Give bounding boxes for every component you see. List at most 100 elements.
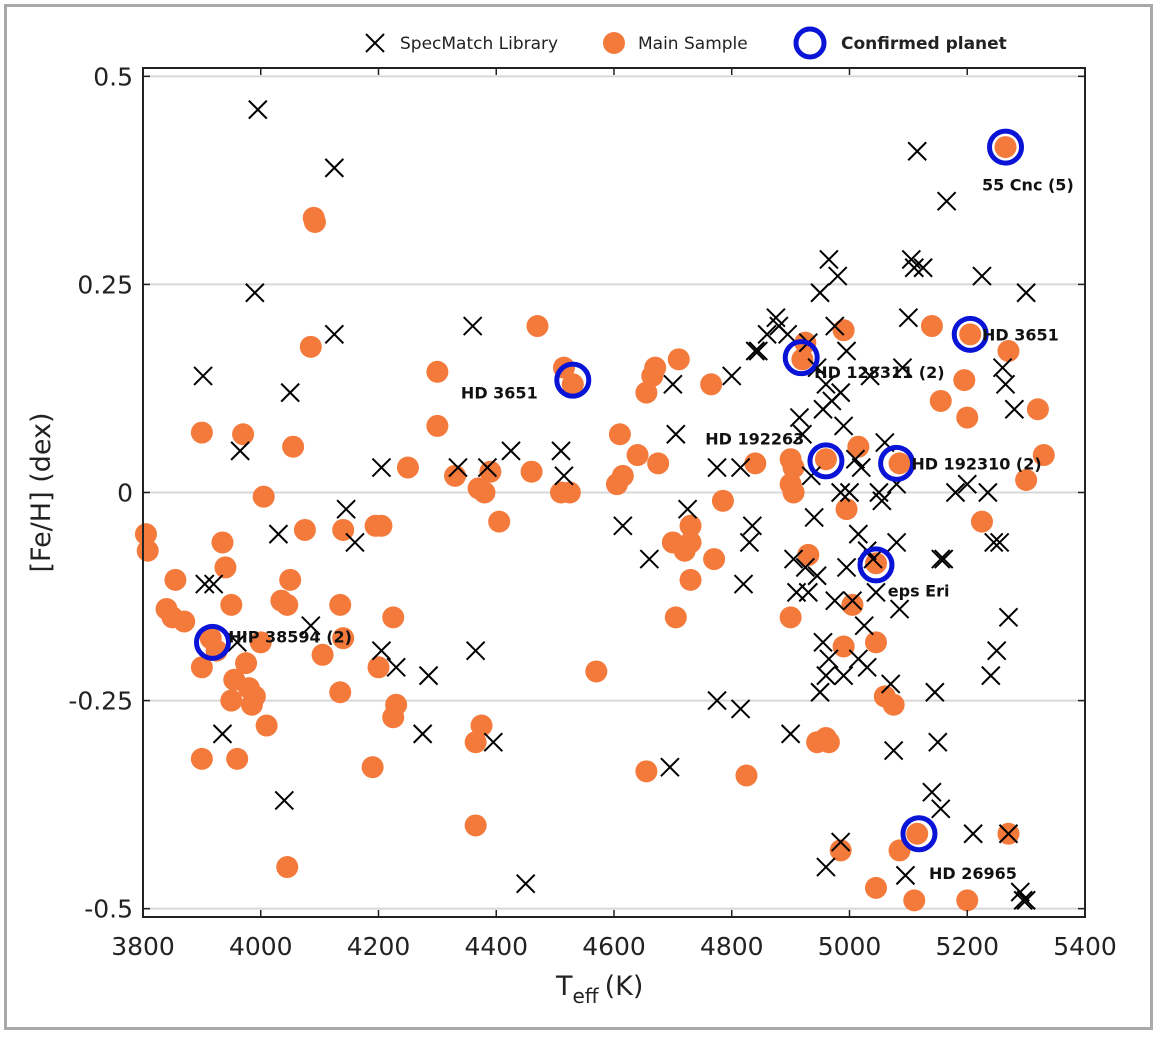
library-point bbox=[371, 457, 392, 478]
main-sample-point bbox=[817, 731, 840, 754]
x-tick-label: 3800 bbox=[111, 932, 175, 961]
main-sample-point bbox=[303, 210, 326, 233]
legend-main-marker bbox=[603, 32, 625, 54]
library-point bbox=[515, 873, 536, 894]
x-tick-label: 5200 bbox=[935, 932, 999, 961]
main-sample-point bbox=[240, 693, 263, 716]
library-point bbox=[851, 457, 871, 478]
library-point bbox=[448, 457, 468, 478]
library-point bbox=[992, 357, 1013, 378]
legend: SpecMatch Library Main Sample Confirmed pl… bbox=[365, 26, 1007, 60]
confirmed-planet-point bbox=[554, 361, 592, 399]
library-point bbox=[801, 466, 821, 486]
library-point bbox=[995, 374, 1016, 395]
confirmed-planet-point bbox=[857, 546, 895, 584]
library-point bbox=[883, 740, 904, 761]
library-point bbox=[371, 640, 392, 661]
legend-planet-marker bbox=[793, 26, 827, 60]
confirmed-planet-point bbox=[951, 315, 989, 353]
library-point bbox=[336, 499, 356, 519]
annotation-label: eps Eri bbox=[888, 582, 950, 601]
main-sample-points bbox=[134, 136, 1055, 912]
main-sample-point bbox=[882, 693, 905, 716]
library-point bbox=[707, 690, 727, 711]
y-tick-label: -0.25 bbox=[68, 687, 133, 716]
library-point bbox=[972, 266, 992, 286]
library-point bbox=[280, 382, 300, 403]
main-sample-point bbox=[779, 606, 802, 629]
library-point bbox=[268, 524, 289, 544]
main-sample-point bbox=[426, 360, 449, 383]
library-point bbox=[660, 757, 680, 777]
library-point bbox=[745, 341, 766, 361]
library-point bbox=[860, 366, 880, 386]
library-point bbox=[816, 857, 836, 877]
main-sample-point bbox=[488, 510, 511, 533]
library-point bbox=[248, 99, 268, 120]
main-sample-point bbox=[255, 714, 278, 737]
library-point bbox=[813, 632, 833, 653]
main-sample-point bbox=[329, 681, 352, 704]
main-sample-point bbox=[173, 610, 196, 633]
library-point bbox=[904, 258, 924, 278]
library-point bbox=[998, 824, 1019, 844]
library-point bbox=[842, 590, 863, 611]
x-tick-label: 4800 bbox=[700, 932, 764, 961]
library-point bbox=[324, 158, 345, 178]
main-sample-point bbox=[835, 498, 858, 521]
annotation-label: 55 Cnc (5) bbox=[982, 176, 1074, 195]
main-sample-point bbox=[791, 348, 814, 371]
library-point bbox=[913, 258, 933, 278]
main-sample-point bbox=[959, 323, 982, 346]
main-sample-point bbox=[832, 319, 855, 342]
main-sample-point bbox=[214, 556, 237, 579]
main-sample-point bbox=[644, 356, 667, 379]
library-point bbox=[825, 590, 845, 611]
main-sample-point bbox=[956, 889, 979, 912]
main-sample-point bbox=[970, 510, 993, 533]
library-point bbox=[828, 266, 848, 286]
library-point bbox=[833, 416, 854, 436]
main-sample-point bbox=[282, 435, 305, 458]
main-sample-point bbox=[396, 456, 419, 479]
y-tick-label: 0.5 bbox=[93, 62, 133, 91]
main-sample-point bbox=[520, 460, 543, 483]
main-sample-point bbox=[647, 452, 670, 475]
library-point bbox=[892, 357, 913, 378]
library-point bbox=[677, 499, 698, 519]
library-point bbox=[613, 516, 633, 536]
library-point bbox=[733, 574, 754, 594]
annotation-label: HD 3651 bbox=[982, 325, 1059, 344]
library-point bbox=[836, 341, 857, 361]
main-sample-point bbox=[832, 635, 855, 658]
x-tick-label: 4400 bbox=[464, 932, 528, 961]
main-sample-point bbox=[782, 456, 805, 479]
main-sample-point bbox=[1026, 398, 1049, 421]
library-point bbox=[418, 665, 439, 686]
library-point bbox=[301, 615, 321, 636]
y-tick-label: 0.25 bbox=[77, 270, 133, 299]
library-point bbox=[922, 782, 942, 802]
main-sample-point bbox=[220, 593, 243, 616]
library-point bbox=[819, 649, 839, 669]
library-point bbox=[804, 507, 824, 528]
main-sample-point bbox=[276, 593, 299, 616]
planet-points bbox=[193, 128, 1025, 853]
main-sample-point bbox=[782, 481, 805, 504]
main-sample-point bbox=[329, 593, 352, 616]
y-tick-label: 0 bbox=[117, 479, 133, 508]
library-point bbox=[830, 482, 851, 503]
x-axis-label-unit: (K) bbox=[605, 971, 644, 1002]
library-point bbox=[639, 549, 660, 569]
library-point bbox=[477, 457, 498, 478]
main-sample-point bbox=[464, 731, 487, 754]
library-point bbox=[230, 441, 250, 461]
annotation-label: HD 128311 (2) bbox=[814, 363, 944, 382]
library-point bbox=[783, 549, 804, 569]
main-sample-point bbox=[252, 485, 275, 508]
library-point bbox=[780, 724, 801, 744]
main-sample-point bbox=[426, 414, 449, 437]
main-sample-point bbox=[735, 764, 758, 787]
library-point bbox=[963, 824, 983, 844]
main-sample-point bbox=[332, 627, 355, 650]
